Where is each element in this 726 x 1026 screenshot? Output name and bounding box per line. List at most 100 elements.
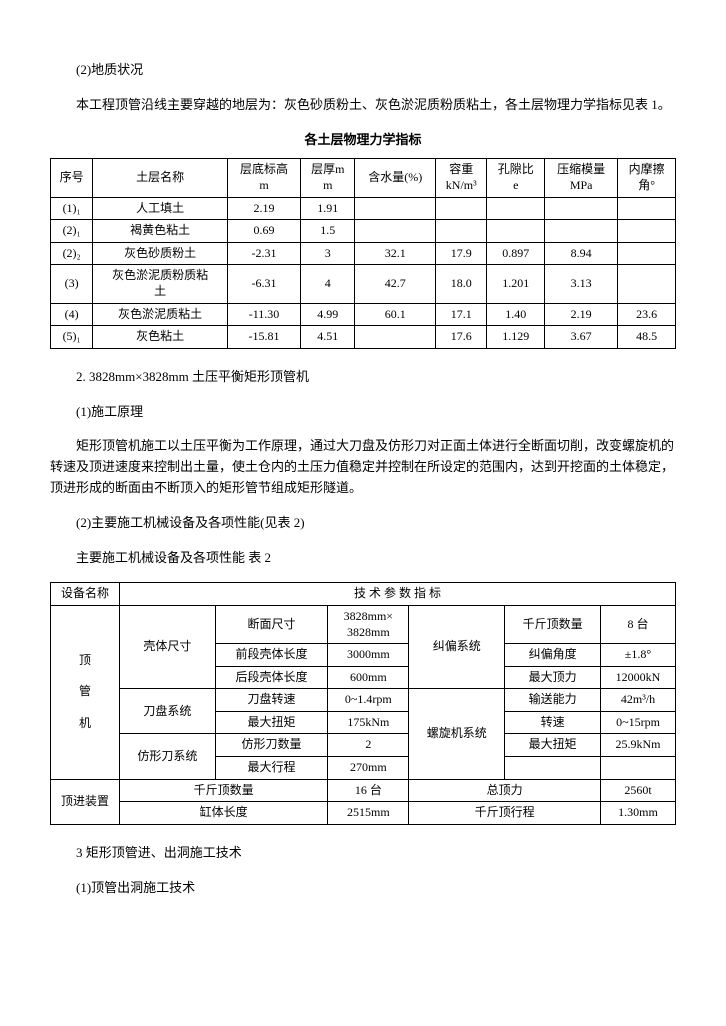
cell: 纠偏系统 [409, 605, 505, 688]
table-data-cell: 3.13 [545, 265, 618, 303]
table-data-cell: (3) [51, 265, 93, 303]
table-data-cell: (4) [51, 303, 93, 326]
cell: 千斤顶行程 [409, 802, 601, 825]
table1-title: 各土层物理力学指标 [50, 130, 676, 151]
table-data-cell: 1.129 [487, 326, 545, 349]
cell: 最大行程 [215, 757, 327, 780]
cell-jacking: 顶进装置 [51, 779, 120, 824]
cell: 断面尺寸 [215, 605, 327, 643]
cell [505, 757, 601, 780]
table-data-cell: (1)₁ [51, 197, 93, 220]
cell: 千斤顶数量 [505, 605, 601, 643]
table-header-cell: 内摩擦角° [618, 159, 676, 197]
cell: 175kNm [328, 711, 409, 734]
cell-machine: 顶管机 [51, 605, 120, 779]
cell: 最大扭矩 [505, 734, 601, 757]
table-data-cell: 1.5 [301, 220, 355, 243]
cell: 最大扭矩 [215, 711, 327, 734]
table-data-cell: 18.0 [436, 265, 487, 303]
table-data-cell: 42.7 [355, 265, 436, 303]
table-data-cell: 32.1 [355, 242, 436, 265]
table-data-cell [355, 326, 436, 349]
para-geo-heading: (2)地质状况 [50, 60, 676, 81]
table-data-cell [487, 220, 545, 243]
cell: 刀盘转速 [215, 689, 327, 712]
cell: 转速 [505, 711, 601, 734]
table-data-cell: 灰色砂质粉土 [93, 242, 228, 265]
th-equipment: 设备名称 [51, 583, 120, 606]
table-data-cell: 4.51 [301, 326, 355, 349]
table-data-cell: 17.1 [436, 303, 487, 326]
cell: 缸体长度 [120, 802, 328, 825]
table-data-cell [618, 197, 676, 220]
cell: 8 台 [600, 605, 675, 643]
cell: 2515mm [328, 802, 409, 825]
table-data-cell: 3.67 [545, 326, 618, 349]
para-principle-heading: (1)施工原理 [50, 402, 676, 423]
table-data-cell: 17.9 [436, 242, 487, 265]
table-data-cell [545, 220, 618, 243]
para-outlet-heading: (1)顶管出洞施工技术 [50, 878, 676, 899]
cell: 25.9kNm [600, 734, 675, 757]
table-header-cell: 土层名称 [93, 159, 228, 197]
cell: 3828mm×3828mm [328, 605, 409, 643]
table-equipment-spec: 设备名称技 术 参 数 指 标顶管机壳体尺寸断面尺寸3828mm×3828mm纠… [50, 582, 676, 825]
table-data-cell: 1.91 [301, 197, 355, 220]
cell [600, 757, 675, 780]
table-data-cell: 4.99 [301, 303, 355, 326]
cell: 前段壳体长度 [215, 644, 327, 667]
para-principle-body: 矩形顶管机施工以土压平衡为工作原理，通过大刀盘及仿形刀对正面土体进行全断面切削，… [50, 436, 676, 498]
table-data-cell [545, 197, 618, 220]
cell: 600mm [328, 666, 409, 689]
table-data-cell: 灰色淤泥质粘土 [93, 303, 228, 326]
table-data-cell: 人工填土 [93, 197, 228, 220]
table-header-cell: 层厚mm [301, 159, 355, 197]
para-geo-intro: 本工程顶管沿线主要穿越的地层为：灰色砂质粉土、灰色淤泥质粉质粘土，各土层物理力学… [50, 95, 676, 116]
table-data-cell [487, 197, 545, 220]
table-data-cell: -2.31 [227, 242, 300, 265]
table-data-cell: -6.31 [227, 265, 300, 303]
cell: 刀盘系统 [120, 689, 216, 734]
cell: 2560t [600, 779, 675, 802]
table-data-cell: -11.30 [227, 303, 300, 326]
cell: 仿形刀数量 [215, 734, 327, 757]
cell: 壳体尺寸 [120, 605, 216, 688]
cell: 42m³/h [600, 689, 675, 712]
cell: 0~15rpm [600, 711, 675, 734]
cell: 最大顶力 [505, 666, 601, 689]
cell: 螺旋机系统 [409, 689, 505, 779]
table-data-cell: 褐黄色粘土 [93, 220, 228, 243]
cell: 12000kN [600, 666, 675, 689]
th-spec: 技 术 参 数 指 标 [120, 583, 676, 606]
table-data-cell [618, 265, 676, 303]
table-header-cell: 含水量(%) [355, 159, 436, 197]
cell: 总顶力 [409, 779, 601, 802]
para-section3-heading: 3 矩形顶管进、出洞施工技术 [50, 843, 676, 864]
para-table2-caption: 主要施工机械设备及各项性能 表 2 [50, 548, 676, 569]
cell: 1.30mm [600, 802, 675, 825]
table-data-cell: 1.201 [487, 265, 545, 303]
table-data-cell [618, 220, 676, 243]
table-data-cell: (2)₂ [51, 242, 93, 265]
table-data-cell [355, 220, 436, 243]
table-data-cell: 2.19 [227, 197, 300, 220]
cell: 16 台 [328, 779, 409, 802]
table-header-cell: 层底标高m [227, 159, 300, 197]
cell: 270mm [328, 757, 409, 780]
cell: 后段壳体长度 [215, 666, 327, 689]
para-equipment-heading: (2)主要施工机械设备及各项性能(见表 2) [50, 513, 676, 534]
table-data-cell: 1.40 [487, 303, 545, 326]
cell: 仿形刀系统 [120, 734, 216, 779]
table-data-cell: 灰色粘土 [93, 326, 228, 349]
cell: 纠偏角度 [505, 644, 601, 667]
table-data-cell [436, 197, 487, 220]
cell: 0~1.4rpm [328, 689, 409, 712]
table-data-cell [355, 197, 436, 220]
cell: 3000mm [328, 644, 409, 667]
table-soil-properties: 序号土层名称层底标高m层厚mm含水量(%)容重kN/m³孔隙比e压缩模量MPa内… [50, 158, 676, 348]
cell: ±1.8° [600, 644, 675, 667]
table-data-cell: 23.6 [618, 303, 676, 326]
para-machine-heading: 2. 3828mm×3828mm 土压平衡矩形顶管机 [50, 367, 676, 388]
table-data-cell: 2.19 [545, 303, 618, 326]
table-data-cell: 8.94 [545, 242, 618, 265]
